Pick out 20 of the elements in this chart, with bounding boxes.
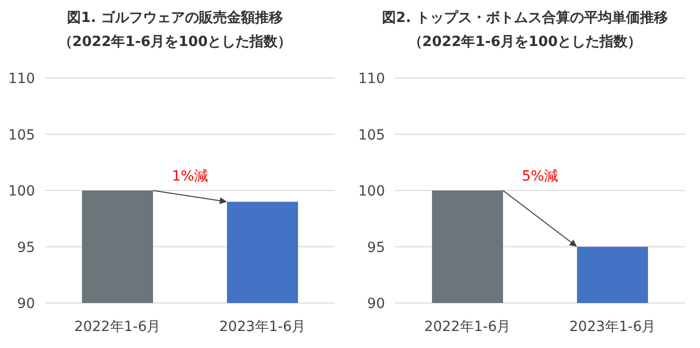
x-tick-label: 2022年1-6月 (424, 319, 511, 335)
y-tick-label: 95 (17, 240, 35, 256)
x-tick-label: 2023年1-6月 (569, 319, 656, 335)
y-tick-label: 105 (358, 127, 385, 144)
x-tick-label: 2022年1-6月 (74, 319, 161, 335)
y-tick-label: 100 (358, 184, 385, 200)
x-tick-label: 2023年1-6月 (219, 319, 306, 335)
y-tick-label: 95 (367, 240, 385, 256)
y-tick-label: 110 (358, 71, 385, 87)
y-tick-label: 100 (8, 184, 35, 200)
chart-title: 図2. トップス・ボトムス合算の平均単価推移 (382, 9, 668, 26)
chart-subtitle: （2022年1-6月を100とした指数） (58, 34, 292, 50)
y-tick-label: 90 (17, 296, 35, 312)
y-tick-label: 105 (8, 127, 35, 144)
chart-title: 図1. ゴルフウェアの販売金額推移 (67, 9, 283, 26)
chart-subtitle: （2022年1-6月を100とした指数） (408, 34, 642, 50)
annotation: 1%減 (172, 168, 208, 184)
y-tick-label: 110 (8, 71, 35, 87)
annotation: 5%減 (522, 168, 558, 184)
y-tick-label: 90 (367, 296, 385, 312)
